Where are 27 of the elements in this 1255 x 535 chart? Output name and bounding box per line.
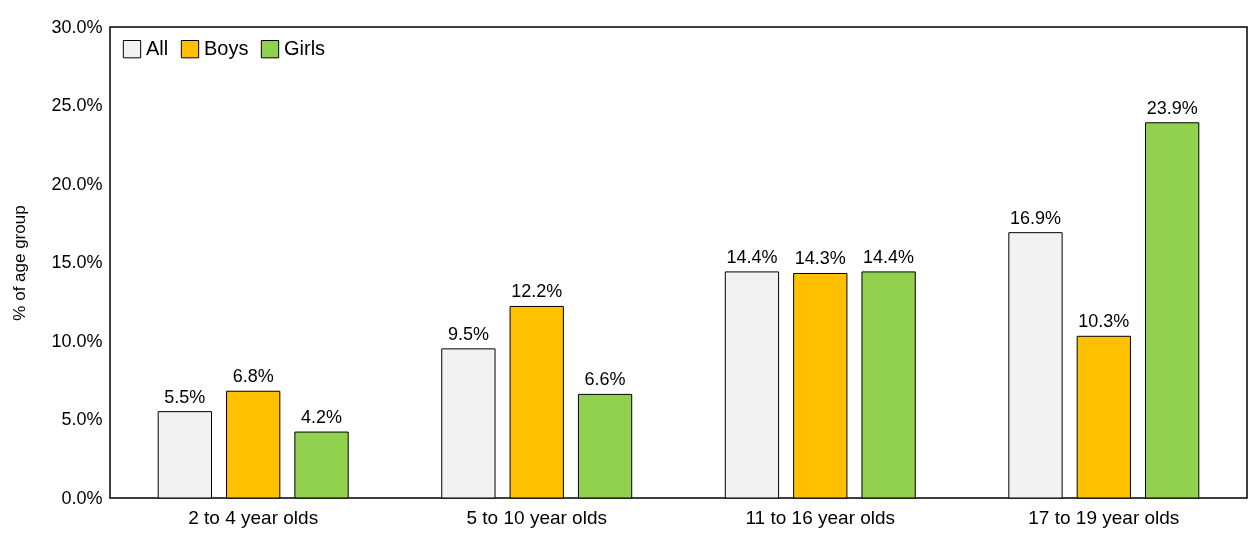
legend-label: Boys xyxy=(204,37,249,60)
y-axis-title: % of age group xyxy=(10,205,30,321)
x-tick-label: 2 to 4 year olds xyxy=(188,506,319,528)
y-tick-label: 0.0% xyxy=(61,487,103,508)
data-label: 14.4% xyxy=(863,246,915,267)
x-tick-label: 5 to 10 year olds xyxy=(466,506,607,528)
y-tick-label: 20.0% xyxy=(51,173,103,194)
data-label: 14.4% xyxy=(726,246,778,267)
y-tick-label: 30.0% xyxy=(51,16,103,37)
y-tick-label: 5.0% xyxy=(61,409,103,429)
data-label: 14.3% xyxy=(794,248,846,269)
data-label: 4.2% xyxy=(301,407,343,428)
data-label: 10.3% xyxy=(1078,311,1130,332)
y-tick-label: 10.0% xyxy=(51,330,103,351)
x-tick-label: 11 to 16 year olds xyxy=(745,506,896,528)
legend-label: Girls xyxy=(284,37,326,60)
data-label: 6.8% xyxy=(232,366,274,387)
data-label: 9.5% xyxy=(447,323,489,344)
data-label: 12.2% xyxy=(511,281,563,302)
y-tick-label: 15.0% xyxy=(51,252,103,272)
data-label: 23.9% xyxy=(1146,97,1198,118)
x-tick-label: 17 to 19 year olds xyxy=(1028,506,1180,528)
data-label: 16.9% xyxy=(1009,207,1061,228)
data-label: 5.5% xyxy=(164,386,206,407)
y-tick-label: 25.0% xyxy=(51,95,103,115)
legend-label: All xyxy=(146,37,169,60)
data-label: 6.6% xyxy=(584,369,626,390)
